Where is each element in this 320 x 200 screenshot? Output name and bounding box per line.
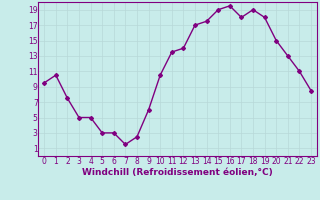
X-axis label: Windchill (Refroidissement éolien,°C): Windchill (Refroidissement éolien,°C) [82, 168, 273, 177]
